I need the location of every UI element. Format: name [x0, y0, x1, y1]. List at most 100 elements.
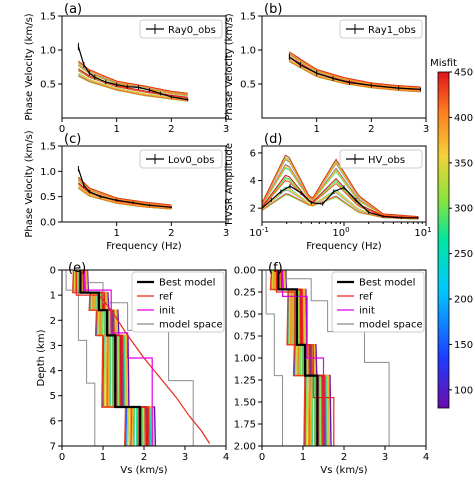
y-axis-label: HVSR Amplitude — [224, 143, 235, 225]
plot-area — [265, 270, 390, 446]
panel-5: 0 1 2 3 4 0.00 0.25 0.50 0.75 1.00 1.25 1.50 1.75 2.0… — [234, 261, 429, 476]
panel-label: (e) — [68, 261, 86, 276]
model-space-high — [286, 270, 390, 446]
legend-label: HV_obs — [368, 155, 405, 166]
y-tick-label: 1.00 — [234, 354, 256, 365]
observed-curve — [77, 46, 188, 101]
best-model-profile — [79, 270, 141, 446]
y-tick-label: 2 — [50, 316, 56, 327]
ensemble-curve — [78, 187, 172, 210]
x-axis-label: Vs (km/s) — [320, 465, 367, 476]
panel-3: 10-1 100 101 2 4 6 Frequency (Hz) HVSR Amplitud… — [224, 132, 432, 252]
x-tick-label: 2 — [341, 452, 347, 463]
panel-label: (d) — [264, 132, 282, 147]
plot-area — [288, 51, 422, 93]
colorbar-tick-label: 300 — [454, 204, 473, 215]
y-tick-label: 0.5 — [240, 80, 256, 91]
x-tick-label: 100 — [332, 226, 349, 239]
ensemble-curve — [262, 193, 419, 220]
legend-label: ref — [159, 292, 173, 303]
y-tick-label: 1.5 — [240, 12, 256, 23]
x-tick-label: 1 — [300, 452, 306, 463]
x-axis-label: Frequency (Hz) — [306, 241, 382, 252]
y-axis-label: Phase Velocity (km/s) — [24, 13, 35, 120]
colorbar-tick-label: 450 — [454, 68, 473, 79]
y-tick-label: 0.25 — [234, 288, 256, 299]
y-tick-label: 7 — [50, 442, 56, 453]
y-tick-label: 1.0 — [240, 46, 256, 57]
legend-label: Ray0_obs — [168, 25, 216, 36]
colorbar-tick-label: 200 — [454, 295, 473, 306]
ensemble-curve — [78, 179, 172, 207]
y-tick-label: 1.0 — [40, 46, 56, 57]
y-tick-label: 0.00 — [234, 266, 256, 277]
x-tick-label: 4 — [223, 452, 229, 463]
legend-label: model space — [359, 320, 423, 331]
y-tick-label: 0.75 — [234, 332, 256, 343]
legend-box — [339, 149, 423, 169]
x-axis-label: Frequency (Hz) — [106, 241, 182, 252]
ensemble-curve — [78, 60, 188, 94]
y-tick-label: 1.25 — [234, 376, 256, 387]
ensemble-curve — [78, 62, 188, 95]
y-tick-label: 4 — [50, 366, 56, 377]
axes-frame — [61, 15, 227, 119]
colorbar-tick-label: 100 — [454, 385, 473, 396]
x-tick-label: 0 — [59, 452, 65, 463]
ensemble-curve — [78, 176, 172, 206]
x-tick-label: 2 — [168, 228, 174, 239]
observed-curve — [262, 185, 419, 219]
y-tick-label: 1.75 — [234, 420, 256, 431]
legend-box — [139, 149, 223, 169]
plot-area — [262, 154, 419, 220]
colorbar-scale — [437, 71, 450, 409]
panel-2: 1 2 3 0.0 0.5 1.0 1.5 Frequency (Hz) Phase Veloc… — [24, 130, 229, 252]
y-tick-label: 1 — [50, 291, 56, 302]
panel-0: 0 1 2 3 0.5 1.0 1.5 Phase Velocity (km/s) (a) Ray… — [24, 2, 229, 135]
y-tick-label: 0.0 — [40, 218, 56, 229]
ensemble-curve — [262, 164, 419, 218]
x-tick-label: 1 — [100, 452, 106, 463]
x-tick-label: 1 — [113, 228, 119, 239]
ensemble-curve — [78, 64, 188, 96]
legend-label: init — [359, 306, 375, 317]
axes-frame — [61, 145, 227, 223]
model-space-high — [84, 270, 194, 446]
legend-label: Best model — [359, 278, 415, 289]
init-profile — [281, 270, 325, 446]
axes-frame — [261, 15, 427, 119]
y-axis-label: Depth (km) — [36, 329, 47, 386]
x-tick-label: 4 — [423, 452, 429, 463]
legend-label: model space — [159, 320, 223, 331]
y-tick-label: 1.5 — [40, 12, 56, 23]
plot-area — [77, 166, 172, 210]
y-tick-label: 2.00 — [234, 442, 256, 453]
ensemble-curve — [78, 64, 188, 96]
observed-curve — [288, 56, 421, 90]
observed-curve — [77, 168, 172, 208]
panel-label: (a) — [64, 2, 82, 17]
legend-label: ref — [359, 292, 373, 303]
misfit-colorbar: Misfit 100 150 200 250 300 350 400 450 — [430, 58, 473, 409]
colorbar-tick-label: 400 — [454, 113, 473, 124]
y-tick-label: 1.5 — [40, 142, 56, 153]
y-tick-label: 2 — [250, 204, 256, 215]
y-axis-label: Phase Velocity (km/s) — [24, 130, 35, 237]
x-tick-label: 0 — [259, 452, 265, 463]
x-tick-label: 101 — [414, 226, 431, 239]
legend-box — [139, 19, 223, 39]
ensemble-curve — [78, 75, 188, 102]
ensemble-curve — [262, 174, 419, 219]
plot-area — [65, 270, 211, 446]
panel-4: 0 1 2 3 4 0 1 2 3 4 5 6 7 Vs (km/s) Depth (km) (e) Best … — [36, 261, 229, 476]
model-space-low — [265, 270, 283, 446]
x-tick-label: 1 — [313, 124, 319, 135]
legend-box — [339, 19, 423, 39]
colorbar-label: Misfit — [430, 58, 457, 69]
legend-label: init — [159, 306, 175, 317]
y-tick-label: 0 — [50, 266, 56, 277]
ensemble-curve — [262, 187, 419, 220]
x-tick-label: 2 — [168, 124, 174, 135]
y-tick-label: 0.50 — [234, 310, 256, 321]
